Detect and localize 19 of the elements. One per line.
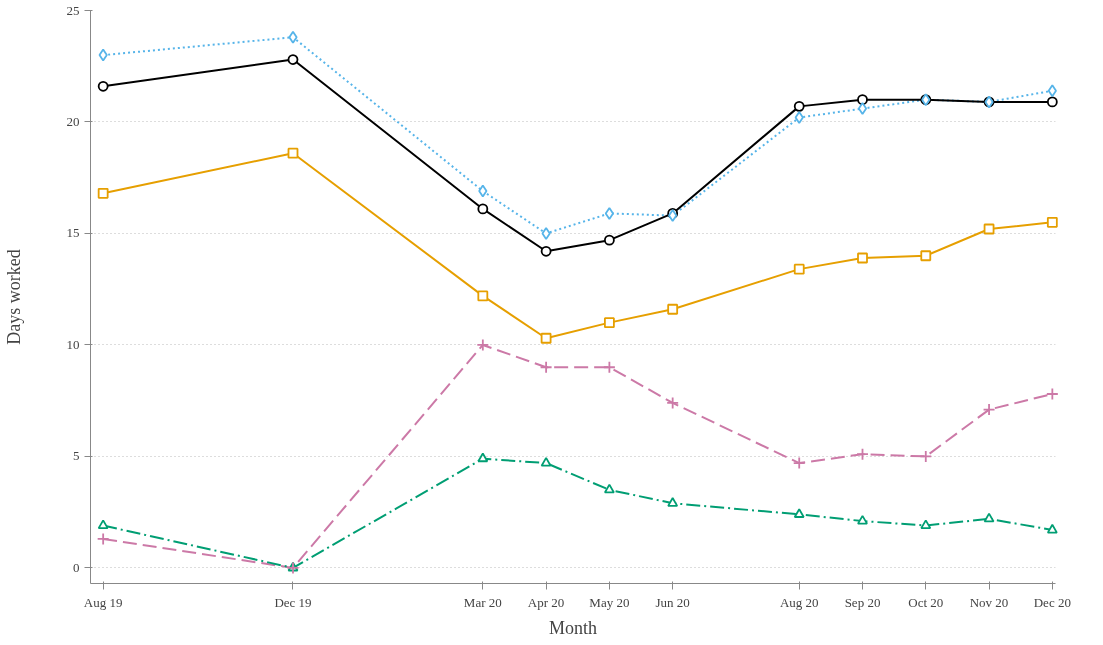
x-tick-label: Oct 20 bbox=[908, 594, 944, 610]
x-tick-label: Dec 20 bbox=[1033, 594, 1071, 610]
y-tick-label: 0 bbox=[73, 559, 80, 575]
x-tick-label: Jun 20 bbox=[655, 594, 690, 610]
y-tick-label: 15 bbox=[66, 225, 80, 241]
y-tick-label: 25 bbox=[66, 2, 80, 18]
x-tick-label: Mar 20 bbox=[463, 594, 502, 610]
x-tick-label: Dec 19 bbox=[274, 594, 312, 610]
x-tick-label: Aug 20 bbox=[779, 594, 819, 610]
x-tick-label: Sep 20 bbox=[844, 594, 881, 610]
x-tick-label: May 20 bbox=[589, 594, 630, 610]
y-tick-label: 5 bbox=[73, 448, 80, 464]
x-tick-label: Aug 19 bbox=[83, 594, 123, 610]
y-axis-title: Days worked bbox=[3, 249, 24, 345]
y-tick-label: 20 bbox=[66, 113, 80, 129]
y-tick-label: 10 bbox=[66, 336, 80, 352]
x-tick-label: Apr 20 bbox=[527, 594, 565, 610]
x-tick-label: Nov 20 bbox=[969, 594, 1009, 610]
x-axis-title: Month bbox=[549, 617, 598, 638]
